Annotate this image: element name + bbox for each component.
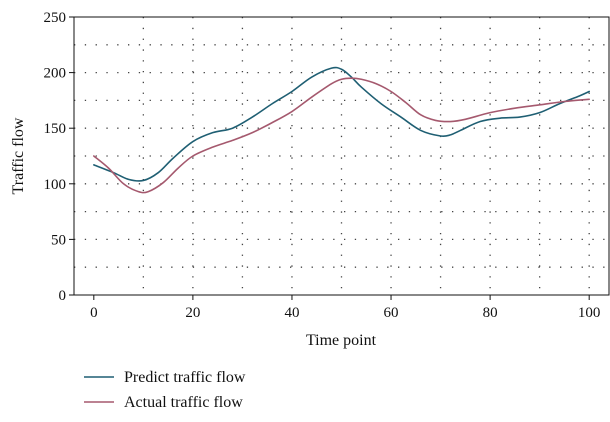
y-tick-label: 100 bbox=[44, 177, 67, 193]
x-axis-title: Time point bbox=[306, 332, 377, 349]
axis-ticks: 0 20 40 60 80 100 0 50 100 150 200 250 bbox=[44, 10, 601, 321]
legend: Predict traffic flow Actual traffic flow bbox=[84, 369, 246, 411]
y-tick-label: 250 bbox=[44, 10, 67, 26]
y-tick-label: 200 bbox=[44, 66, 67, 82]
grid bbox=[74, 17, 609, 295]
y-tick-label: 0 bbox=[59, 288, 67, 304]
y-tick-label: 50 bbox=[51, 232, 66, 248]
series-line-actual bbox=[93, 77, 590, 194]
legend-label: Actual traffic flow bbox=[124, 394, 243, 411]
x-tick-label: 20 bbox=[185, 305, 200, 321]
plot-series bbox=[93, 66, 590, 194]
x-tick-label: 60 bbox=[384, 305, 399, 321]
y-tick-label: 150 bbox=[44, 121, 67, 137]
x-tick-label: 80 bbox=[483, 305, 498, 321]
x-tick-label: 0 bbox=[90, 305, 98, 321]
legend-label: Predict traffic flow bbox=[124, 369, 246, 386]
series-line-predict bbox=[93, 66, 590, 182]
x-tick-label: 40 bbox=[284, 305, 299, 321]
plot-frame bbox=[73, 16, 610, 296]
x-tick-label: 100 bbox=[578, 305, 601, 321]
y-axis-title: Traffic flow bbox=[10, 117, 27, 194]
